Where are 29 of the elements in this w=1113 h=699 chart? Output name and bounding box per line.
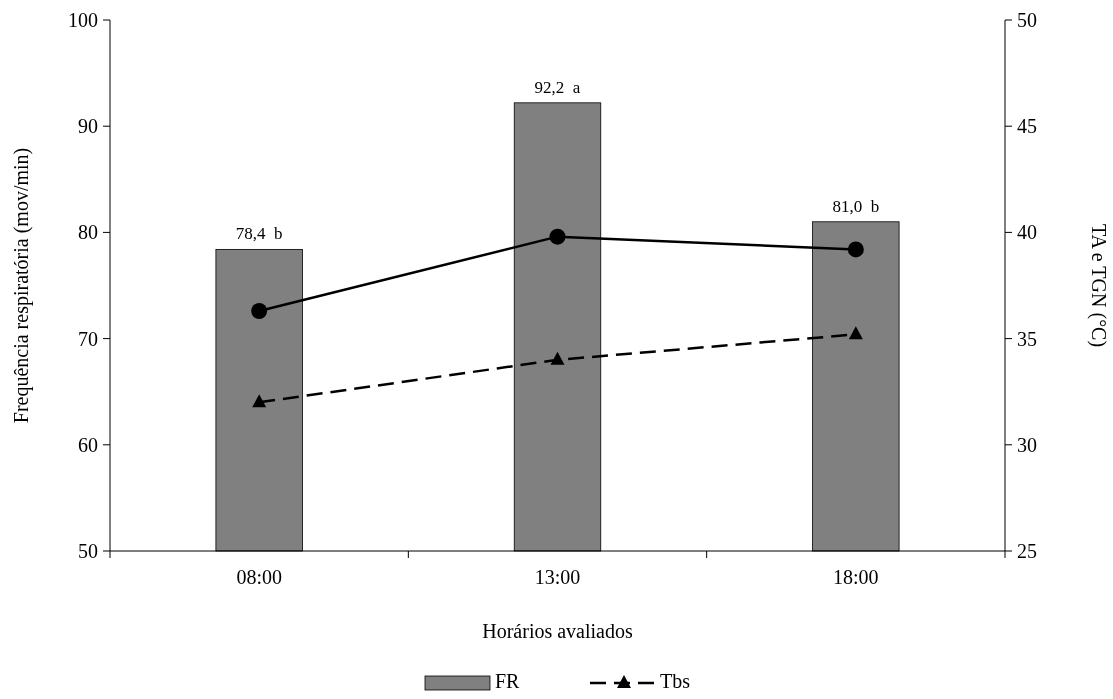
y-axis-title: Frequência respiratória (mov/min) xyxy=(10,147,33,424)
point xyxy=(252,394,267,408)
y-tick-label: 80 xyxy=(78,221,98,244)
point xyxy=(847,241,864,258)
y2-axis-title: TA e TGN (°C) xyxy=(1087,223,1110,348)
y2-tick-label: 25 xyxy=(1017,540,1037,562)
y-tick-label: 60 xyxy=(78,433,98,456)
y2-tick-label: 35 xyxy=(1017,327,1037,350)
point xyxy=(848,326,863,340)
point xyxy=(251,302,268,319)
legend-label: FR xyxy=(495,670,521,692)
data-label: 92,2 a xyxy=(534,77,581,97)
x-tick-label: 13:00 xyxy=(534,566,581,588)
y2-tick-label: 45 xyxy=(1017,115,1037,138)
x-axis-title: Horários avaliados xyxy=(482,620,633,642)
y-tick-label: 70 xyxy=(78,327,98,350)
point xyxy=(549,228,566,245)
y-tick-label: 100 xyxy=(68,9,98,31)
y2-tick-label: 40 xyxy=(1017,221,1037,244)
y2-tick-label: 50 xyxy=(1017,9,1037,31)
x-tick-label: 08:00 xyxy=(236,566,282,588)
data-label: 78,4 b xyxy=(235,224,283,244)
data-label: 81,0 b xyxy=(832,196,880,216)
x-tick-label: 18:00 xyxy=(833,566,879,588)
y-tick-label: 90 xyxy=(78,115,98,138)
legend-label: Tbs xyxy=(660,670,691,692)
y-tick-label: 50 xyxy=(78,540,98,562)
y2-tick-label: 30 xyxy=(1017,433,1037,456)
point xyxy=(550,351,565,365)
